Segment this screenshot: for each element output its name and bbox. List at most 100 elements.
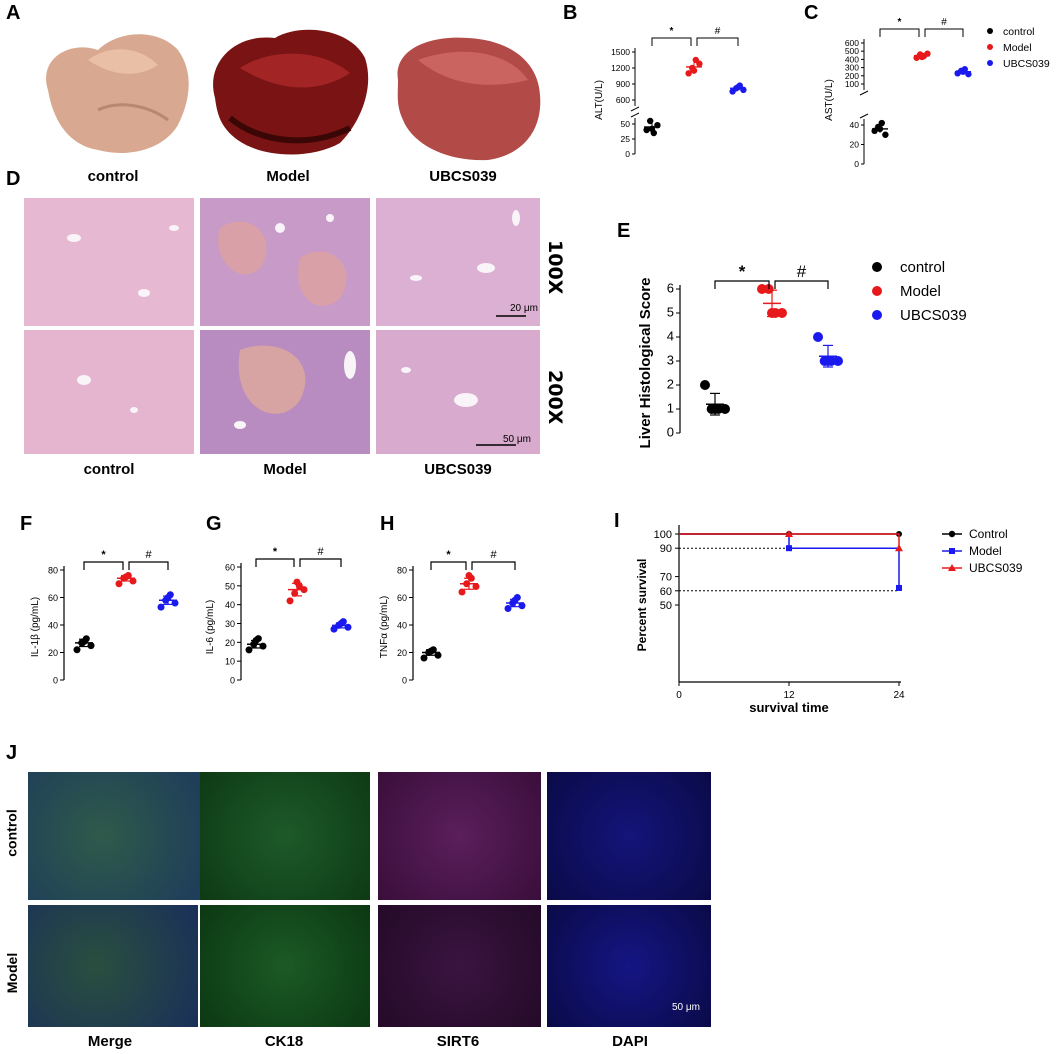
tick-label-i-y-4: 100: [654, 529, 672, 541]
legend-e-marker-model: [872, 286, 882, 296]
point-g-ubcs039-0: [330, 625, 338, 633]
legend-c-marker-model: [987, 44, 993, 50]
sig-mark-g-1: #: [317, 546, 324, 558]
tick-label-g-1: 10: [225, 657, 235, 667]
sig-bracket-g-0: [255, 558, 295, 567]
tick-label-low-c-1: 20: [850, 140, 860, 150]
point-i-model-1: [786, 545, 792, 552]
tick-label-high-b-3: 1500: [611, 47, 630, 57]
caption-a-control: control: [87, 168, 139, 185]
tick-label-high-c-0: 100: [845, 79, 859, 89]
point-f-control-0: [73, 646, 81, 654]
tick-label-g-2: 20: [225, 638, 235, 648]
point-f-ubcs039-3: [171, 599, 179, 607]
point-e-control-0: [700, 380, 710, 390]
sig-bracket-e-1: [774, 280, 829, 289]
y-label-i: Percent survival: [635, 559, 649, 652]
tick-label-high-c-1: 200: [845, 71, 859, 81]
fluor-control-sirt6: [378, 772, 541, 900]
tick-label-high-c-4: 500: [845, 46, 859, 56]
sig-mark-e-0: *: [739, 262, 746, 281]
caption-d-model: Model: [263, 461, 307, 478]
sig-mark-f-1: #: [145, 549, 152, 561]
tick-label-f-0: 0: [53, 676, 58, 686]
tick-label-i-y-3: 90: [660, 543, 672, 555]
liver-photo-model: [213, 29, 369, 155]
point-b-model-0: [685, 70, 692, 77]
tick-label-e-3: 3: [667, 353, 674, 368]
y-label-f: IL-1β (pg/mL): [30, 597, 41, 657]
fluor-control-ck18: [200, 772, 370, 900]
sig-bracket-f-0: [83, 561, 124, 570]
tick-label-g-6: 60: [225, 563, 235, 573]
sig-bracket-c-0: [879, 28, 920, 37]
histology-model-100x: [200, 198, 370, 326]
fluor-control-dapi: [547, 772, 711, 900]
histology-control-100x: [24, 198, 194, 326]
point-g-model-0: [286, 597, 294, 605]
point-h-ubcs039-0: [504, 605, 512, 612]
caption-j-dapi: DAPI: [612, 1033, 648, 1050]
sig-bracket-f-1: [128, 561, 169, 570]
scale-bar-100x: 20 μm: [510, 303, 538, 314]
caption-j-ck18: CK18: [264, 1033, 304, 1050]
point-b-control-1: [647, 117, 654, 125]
tick-label-f-3: 60: [48, 593, 58, 603]
caption-d-control: control: [83, 461, 135, 478]
point-f-model-3: [129, 577, 137, 585]
row-label-control: control: [3, 809, 20, 857]
liver-photo-ubcs039: [397, 37, 541, 161]
sig-bracket-h-1: [471, 561, 516, 570]
legend-c-label-control: control: [1003, 26, 1035, 38]
fluor-model-sirt6: [378, 905, 541, 1027]
panel-label-j: J: [6, 742, 18, 764]
histology-control-200x: [24, 330, 194, 454]
point-h-ubcs039-3: [518, 602, 526, 610]
fluor-model-merge: [28, 905, 198, 1027]
sig-mark-h-0: *: [446, 549, 451, 561]
point-h-model-4: [465, 572, 473, 579]
fluor-control-merge: [28, 772, 212, 900]
caption-j-sirt6: SIRT6: [436, 1033, 480, 1050]
tick-label-e-6: 6: [667, 281, 674, 296]
caption-j-merge: Merge: [87, 1033, 133, 1050]
tick-label-h-4: 80: [397, 566, 407, 576]
tick-label-i-x-0: 0: [676, 690, 682, 701]
tick-label-i-y-0: 50: [660, 600, 672, 612]
sig-bracket-b-1: [696, 37, 739, 46]
y-label-g: IL-6 (pg/mL): [205, 600, 216, 654]
point-b-control-0: [643, 126, 650, 134]
histology-ubcs039-100x: [376, 198, 540, 326]
tick-label-low-b-1: 25: [621, 134, 631, 144]
tick-label-high-b-1: 900: [616, 79, 630, 89]
point-f-model-0: [115, 580, 123, 588]
legend-e-marker-control: [872, 262, 882, 272]
legend-e-label-model: Model: [900, 283, 941, 300]
point-g-control-0: [245, 646, 253, 654]
tick-label-low-c-0: 0: [854, 159, 859, 169]
histology-ubcs039-200x: [376, 330, 540, 454]
legend-i-label-model: Model: [969, 544, 1002, 558]
caption-a-model: Model: [266, 168, 310, 185]
point-h-model-0: [458, 588, 466, 596]
tick-label-high-c-3: 400: [845, 54, 859, 64]
point-e-ubcs039-0: [813, 332, 823, 342]
panel-label-b: B: [563, 2, 578, 24]
legend-i-label-ubcs039: UBCS039: [969, 561, 1023, 575]
tick-label-g-3: 30: [225, 619, 235, 629]
tick-label-h-2: 40: [397, 621, 407, 631]
tick-label-high-b-2: 1200: [611, 63, 630, 73]
tick-label-g-5: 50: [225, 581, 235, 591]
tick-label-high-b-0: 600: [616, 95, 630, 105]
scale-bar-j: 50 μm: [672, 1002, 700, 1013]
sig-mark-b-1: #: [715, 26, 721, 37]
legend-i-marker-ubcs039: [948, 564, 956, 571]
legend-i-label-control: Control: [969, 527, 1008, 541]
histology-model-200x: [200, 330, 370, 454]
point-i-ubcs039-1: [785, 530, 793, 537]
tick-label-e-4: 4: [667, 329, 674, 344]
fluor-model-dapi: [547, 905, 711, 1027]
panel-label-f: F: [20, 513, 33, 535]
y-label-b: ALT(U/L): [594, 80, 605, 120]
